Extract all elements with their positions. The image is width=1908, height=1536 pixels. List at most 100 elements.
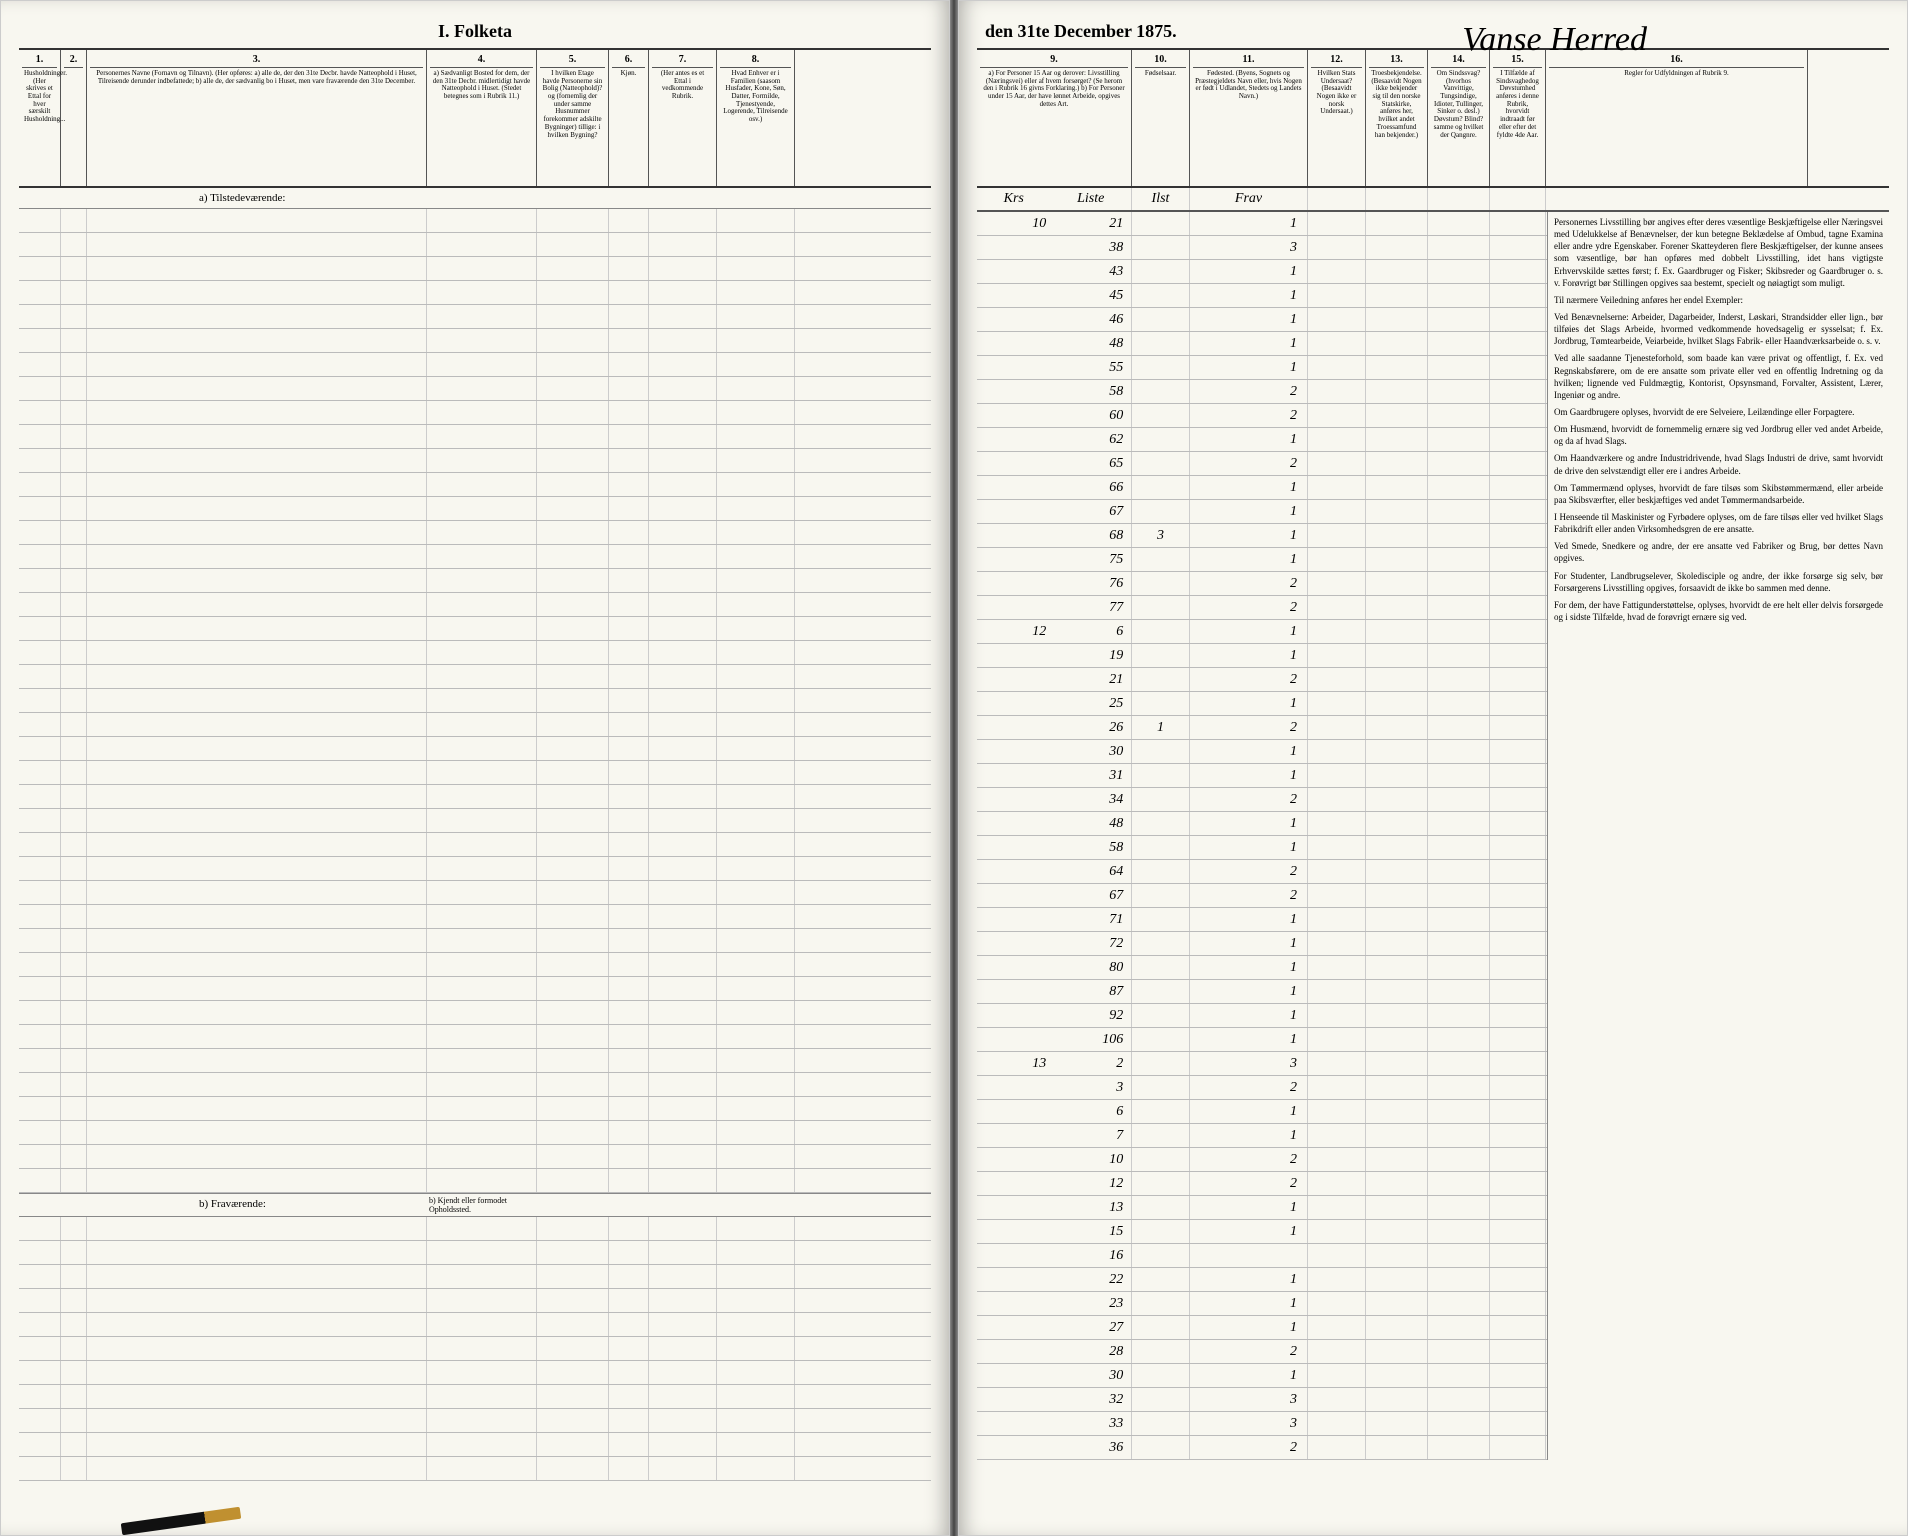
table-row: 71 [977,1124,1547,1148]
table-row [19,353,931,377]
table-row [19,1169,931,1193]
instruction-paragraph: Ved alle saadanne Tjenesteforhold, som b… [1554,352,1883,401]
table-row [19,1313,931,1337]
table-row: 61 [977,1100,1547,1124]
table-row [19,377,931,401]
table-row [19,1217,931,1241]
col-header-8: 8.Hvad Enhver er i Familien (saasom Husf… [717,50,795,186]
table-row: 582 [977,380,1547,404]
table-row [19,905,931,929]
col-header-7: 7.(Her antes es et Ettal i vedkommende R… [649,50,717,186]
handwritten-header: Vanse Herred [1462,21,1647,59]
section-b-label: b) Fraværende: [19,1194,427,1216]
table-row: 301 [977,740,1547,764]
table-row [19,425,931,449]
table-row: 661 [977,476,1547,500]
table-row: 711 [977,908,1547,932]
instruction-paragraph: For Studenter, Landbrugselever, Skoledis… [1554,570,1883,594]
table-row [19,761,931,785]
table-row [19,593,931,617]
left-page: I. Folketa 1.Husholdninger. (Her skrives… [0,0,950,1536]
table-row [19,809,931,833]
table-row [19,1265,931,1289]
table-row [19,689,931,713]
table-row: 333 [977,1412,1547,1436]
instruction-paragraph: Ved Smede, Snedkere og andre, der ere an… [1554,540,1883,564]
table-row: 602 [977,404,1547,428]
table-row [19,977,931,1001]
left-data-rows [19,209,931,1193]
table-row [19,281,931,305]
table-row: 212 [977,668,1547,692]
page-title-right: den 31te December 1875. [977,21,1889,42]
col-header-11: 11.Fødested. (Byens, Sognets og Præstegj… [1190,50,1308,186]
instruction-paragraph: I Henseende til Maskinister og Fyrbødere… [1554,511,1883,535]
table-row: 251 [977,692,1547,716]
table-row [19,1073,931,1097]
table-row: 801 [977,956,1547,980]
col-header-4: 4.a) Sædvanligt Bosted for dem, der den … [427,50,537,186]
table-row [19,737,931,761]
table-row: 481 [977,332,1547,356]
left-data-rows-b [19,1217,931,1481]
table-row [19,473,931,497]
table-row [19,257,931,281]
col-header-3: 3.Personernes Navne (Fornavn og Tilnavn)… [87,50,427,186]
table-row: 751 [977,548,1547,572]
table-row: 323 [977,1388,1547,1412]
table-row: 772 [977,596,1547,620]
table-row: 451 [977,284,1547,308]
table-row [19,1457,931,1481]
instruction-paragraph: Til nærmere Veiledning anføres her endel… [1554,294,1883,306]
table-row: 10211 [977,212,1547,236]
table-row: 16 [977,1244,1547,1268]
sublabel-liste: Liste [1077,191,1104,207]
sublabel-frav: Frav [1190,188,1308,210]
page-title-left: I. Folketa [19,21,931,42]
section-a-label: a) Tilstedeværende: [19,188,931,209]
handwritten-subheaders: Krs Liste Ilst Frav [977,188,1889,212]
table-row [19,1361,931,1385]
left-column-headers: 1.Husholdninger. (Her skrives et Ettal f… [19,48,931,188]
table-row [19,329,931,353]
table-row: 231 [977,1292,1547,1316]
table-row [19,1121,931,1145]
table-row: 1061 [977,1028,1547,1052]
table-row: 762 [977,572,1547,596]
table-row: 2612 [977,716,1547,740]
table-row: 1261 [977,620,1547,644]
table-row [19,953,931,977]
table-row [19,521,931,545]
section-b-note: b) Kjendt eller formodet Opholdssted. [427,1194,537,1216]
right-data-rows: 1021138343145146148155158260262165266167… [977,212,1547,1460]
col-header-9: 9.a) For Personer 15 Aar og derover: Liv… [977,50,1132,186]
table-row: 481 [977,812,1547,836]
table-row: 921 [977,1004,1547,1028]
right-column-headers: 9.a) For Personer 15 Aar og derover: Liv… [977,48,1889,188]
table-row: 32 [977,1076,1547,1100]
table-row: 621 [977,428,1547,452]
instruction-paragraph: Personernes Livsstilling bør angives eft… [1554,216,1883,289]
table-row [19,785,931,809]
table-row [19,1145,931,1169]
table-row [19,833,931,857]
instruction-paragraph: Ved Benævnelserne: Arbeider, Dagarbeider… [1554,311,1883,347]
table-row [19,545,931,569]
instruction-paragraph: Om Gaardbrugere oplyses, hvorvidt de ere… [1554,406,1883,418]
instructions-column: Personernes Livsstilling bør angives eft… [1547,212,1889,1460]
table-row [19,305,931,329]
book-spine [950,0,958,1536]
table-row: 102 [977,1148,1547,1172]
table-row: 551 [977,356,1547,380]
table-row [19,713,931,737]
table-row [19,617,931,641]
table-row: 672 [977,884,1547,908]
table-row [19,1409,931,1433]
table-row: 221 [977,1268,1547,1292]
col-header-12: 12.Hvilken Stats Undersaat? (Besaavidt N… [1308,50,1366,186]
table-row: 6831 [977,524,1547,548]
table-row: 652 [977,452,1547,476]
table-row [19,641,931,665]
table-row: 871 [977,980,1547,1004]
table-row [19,209,931,233]
